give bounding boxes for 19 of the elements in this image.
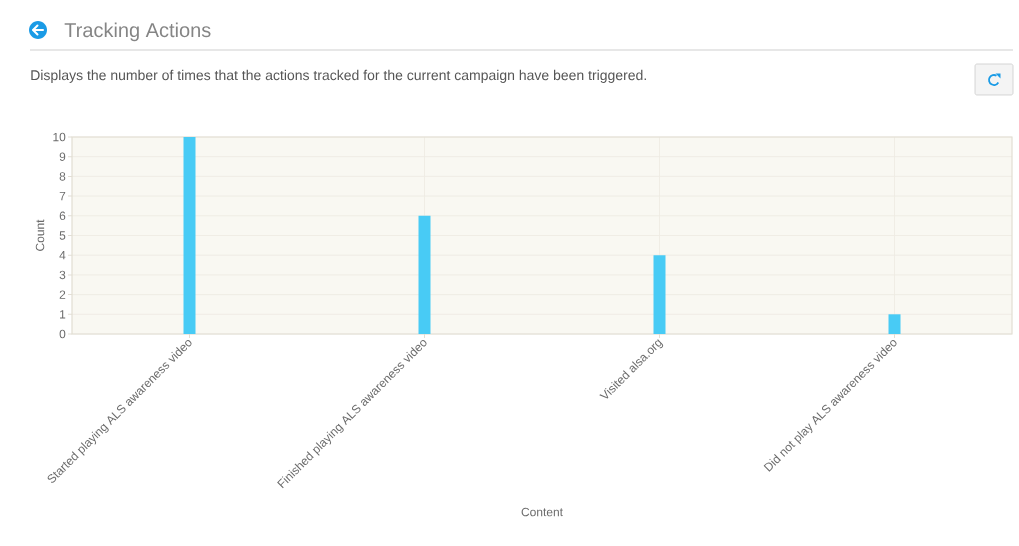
y-tick-label: 4 (59, 251, 66, 260)
y-tick-label: 7 (59, 191, 66, 201)
bar (183, 137, 196, 334)
y-axis-title: Count (35, 219, 45, 251)
bar (653, 255, 666, 334)
y-tick-label: 10 (53, 132, 66, 142)
chart-title: Tracking Actions (64, 22, 211, 42)
bar (888, 314, 901, 334)
y-tick-label: 9 (59, 152, 66, 161)
y-tick-label: 1 (60, 310, 66, 319)
y-tick-label: 6 (59, 211, 66, 221)
y-tick-label: 8 (59, 172, 66, 181)
chart-subtitle: Displays the number of times that the actions tracked for the current campaign have been triggered. (31, 69, 646, 83)
y-tick-label: 3 (59, 270, 66, 280)
y-tick-label: 2 (59, 290, 66, 299)
x-axis-title: Content (521, 507, 563, 517)
y-tick-label: 5 (59, 231, 66, 240)
bar (418, 215, 431, 334)
y-tick-label: 0 (59, 329, 66, 339)
